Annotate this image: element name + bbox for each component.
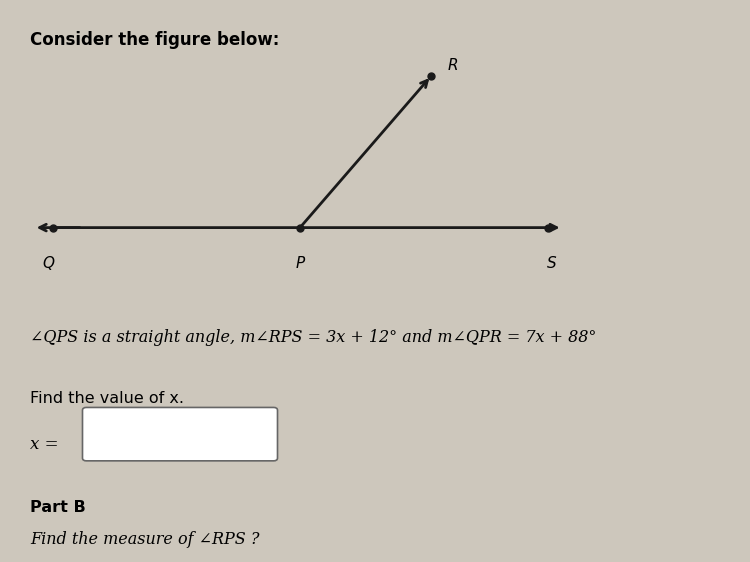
Text: Find the value of x.: Find the value of x. (30, 391, 184, 406)
Text: R: R (448, 58, 458, 73)
Text: Part B: Part B (30, 500, 86, 515)
Text: Find the measure of ∠RPS ?: Find the measure of ∠RPS ? (30, 531, 260, 548)
Text: S: S (547, 256, 556, 271)
Text: P: P (296, 256, 304, 271)
Text: Consider the figure below:: Consider the figure below: (30, 31, 279, 49)
FancyBboxPatch shape (82, 407, 278, 461)
Text: ∠QPS is a straight angle, m∠RPS = 3x + 12° and m∠QPR = 7x + 88°: ∠QPS is a straight angle, m∠RPS = 3x + 1… (30, 329, 596, 346)
Text: x =: x = (30, 436, 58, 452)
Text: Q: Q (43, 256, 55, 271)
